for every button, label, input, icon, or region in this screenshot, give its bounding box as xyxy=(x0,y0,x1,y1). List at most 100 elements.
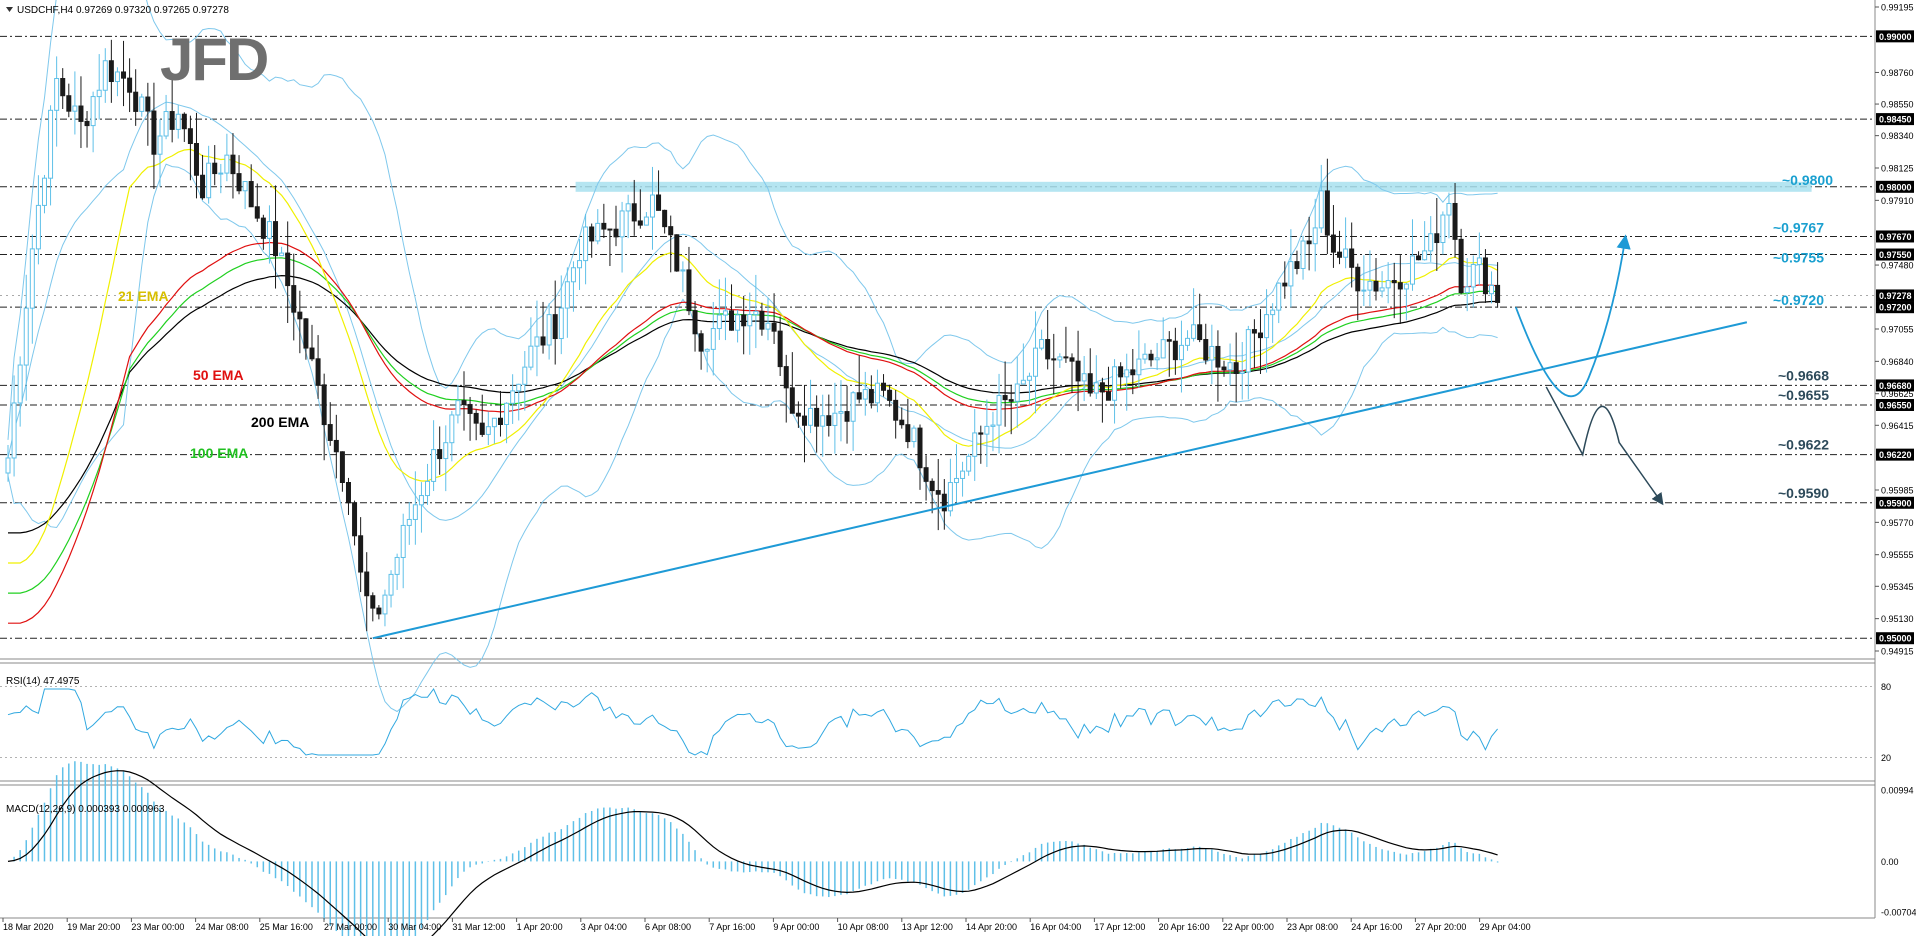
candle-bull xyxy=(984,425,990,435)
candle-bear xyxy=(893,399,899,421)
bullish-scenario-arrow xyxy=(1514,234,1631,398)
candle-bear xyxy=(291,285,297,313)
candle-bull xyxy=(516,383,522,392)
time-tick-label: 20 Apr 16:00 xyxy=(1159,922,1210,932)
candle-bull xyxy=(911,427,917,443)
candle-bull xyxy=(838,411,844,414)
price-highlight-label: 0.97278 xyxy=(1879,291,1912,301)
candle-bear xyxy=(1391,280,1397,284)
candle-bear xyxy=(1118,366,1124,378)
support-level-label: ~0.9622 xyxy=(1778,437,1829,453)
candle-bear xyxy=(200,174,206,199)
candle-bull xyxy=(72,105,78,112)
candle-bear xyxy=(1434,233,1440,244)
price-tick-label: 0.98340 xyxy=(1881,131,1914,141)
candle-bull xyxy=(564,281,570,309)
candle-bull xyxy=(400,524,406,558)
candle-bull xyxy=(1464,286,1470,294)
triangle-down-icon[interactable] xyxy=(6,7,13,12)
candle-bear xyxy=(941,493,947,512)
price-highlight-label: 0.98000 xyxy=(1879,182,1912,192)
time-tick-label: 3 Apr 04:00 xyxy=(581,922,627,932)
candle-bear xyxy=(1087,373,1093,394)
macd-tick-label: 0.00 xyxy=(1881,857,1899,867)
candle-bear xyxy=(1482,257,1488,295)
candle-bear xyxy=(260,217,266,239)
price-tick-label: 0.98125 xyxy=(1881,164,1914,174)
time-tick-label: 31 Mar 12:00 xyxy=(452,922,505,932)
candle-bull xyxy=(1288,261,1294,287)
candle-bear xyxy=(1294,261,1300,269)
candle-bull xyxy=(1057,356,1063,361)
macd-label: MACD(12,26,9) 0.000393 0.000963 xyxy=(6,804,165,815)
candle-bull xyxy=(1039,339,1045,349)
candle-bull xyxy=(625,203,631,212)
candle-bull xyxy=(1154,357,1160,361)
candle-bear xyxy=(1166,339,1172,342)
candle-bear xyxy=(887,389,893,401)
time-tick-label: 25 Mar 16:00 xyxy=(260,922,313,932)
candle-bull xyxy=(90,96,96,127)
scenario-arrows xyxy=(1514,234,1664,506)
price-highlight-label: 0.95900 xyxy=(1879,498,1912,508)
candle-bull xyxy=(558,307,564,340)
candle-bear xyxy=(145,96,151,112)
symbol-label: USDCHF,H4 xyxy=(17,5,74,16)
candle-bear xyxy=(437,449,443,460)
price-tick-label: 0.98550 xyxy=(1881,100,1914,110)
candle-bear xyxy=(801,415,807,426)
candle-bear xyxy=(1355,266,1361,292)
candle-bull xyxy=(102,60,108,91)
candle-bull xyxy=(862,389,868,400)
candle-bull xyxy=(1470,264,1476,288)
candle-bull xyxy=(1312,227,1318,245)
bearish-scenario-arrow xyxy=(1545,386,1664,506)
candle-bear xyxy=(285,252,291,287)
candle-bull xyxy=(412,504,418,520)
candle-bull xyxy=(996,395,1002,426)
candle-bear xyxy=(151,110,157,155)
macd-panel: 0.00994 0.00 -0.00704 xyxy=(7,761,1916,936)
price-highlight-label: 0.96680 xyxy=(1879,381,1912,391)
candle-bull xyxy=(1446,202,1452,216)
candle-bear xyxy=(1075,360,1081,382)
candle-bear xyxy=(881,382,887,391)
candle-bear xyxy=(1099,382,1105,393)
candle-bull xyxy=(1361,289,1367,292)
candle-bear xyxy=(473,412,479,424)
price-highlight-box xyxy=(1876,632,1914,645)
candle-bull xyxy=(960,470,966,479)
candle-bull xyxy=(1367,280,1373,291)
price-tick-label: 0.99195 xyxy=(1881,3,1914,13)
candle-bear xyxy=(345,482,351,504)
candle-bear xyxy=(844,411,850,422)
candle-bull xyxy=(820,415,826,427)
candle-bear xyxy=(1063,356,1069,359)
time-tick-label: 24 Apr 16:00 xyxy=(1351,922,1402,932)
candle-bull xyxy=(1227,362,1233,371)
candle-bear xyxy=(868,389,874,404)
candle-bull xyxy=(394,556,400,575)
resistance-zone-band xyxy=(575,181,1812,192)
candle-bull xyxy=(23,307,29,366)
horizontal-levels xyxy=(0,35,1875,639)
price-tick-label: 0.95130 xyxy=(1881,614,1914,624)
ohlc-label: 0.97269 0.97320 0.97265 0.97278 xyxy=(76,5,229,16)
candle-bear xyxy=(1452,202,1458,240)
candle-bear xyxy=(1282,282,1288,287)
candle-bear xyxy=(236,173,242,192)
candle-bear xyxy=(1251,329,1257,334)
candle-bull xyxy=(704,348,710,352)
price-highlight-box xyxy=(1876,113,1914,126)
price-highlight-box xyxy=(1876,180,1914,193)
candle-bull xyxy=(1014,383,1020,402)
candle-bull xyxy=(765,322,771,330)
candle-bull xyxy=(1428,233,1434,252)
candle-bull xyxy=(1403,283,1409,290)
price-tick-label: 0.95345 xyxy=(1881,582,1914,592)
price-highlight-label: 0.97670 xyxy=(1879,232,1912,242)
candle-bear xyxy=(364,571,370,597)
candle-bull xyxy=(139,96,145,112)
candle-bull xyxy=(747,313,753,327)
candle-bull xyxy=(1185,337,1191,346)
